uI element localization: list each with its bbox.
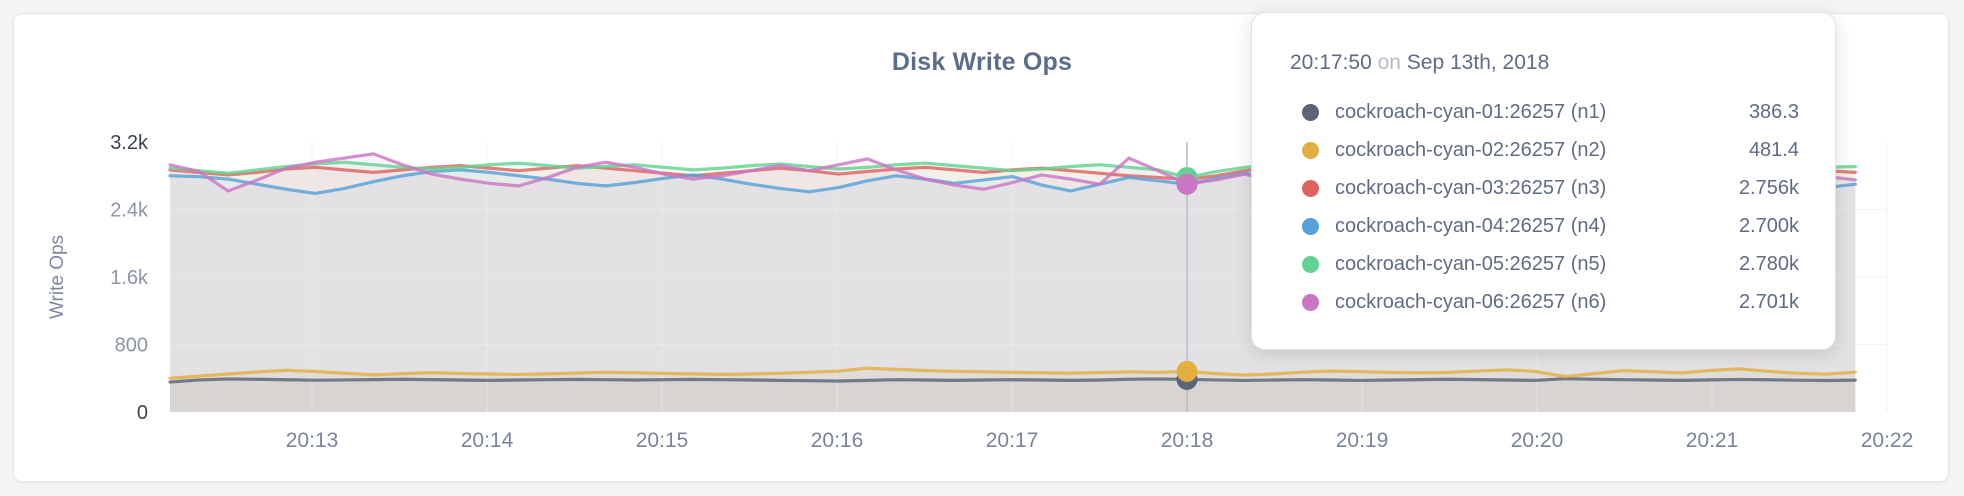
x-tick-label: 20:18 xyxy=(1161,429,1214,452)
x-tick-label: 20:17 xyxy=(986,429,1039,452)
y-tick-label: 1.6k xyxy=(110,267,149,289)
series-line xyxy=(168,377,1857,384)
series-value: 481.4 xyxy=(1748,138,1799,161)
series-color-dot-icon xyxy=(1302,141,1319,159)
series-label: cockroach-cyan-01:26257 (n1) xyxy=(1335,100,1607,123)
tooltip-date: Sep 13th, 2018 xyxy=(1406,51,1550,74)
series-color-dot-icon xyxy=(1302,255,1319,273)
chart-tooltip: 20:17:50 on Sep 13th, 2018 cockroach-cya… xyxy=(1251,12,1836,350)
y-tick-label: 3.2k xyxy=(110,132,149,154)
x-tick-label: 20:21 xyxy=(1686,429,1739,452)
chart-title: Disk Write Ops xyxy=(891,48,1073,76)
series-line xyxy=(168,366,1857,380)
tooltip-row: cockroach-cyan-05:26257 (n5) 2.780k xyxy=(1290,245,1799,283)
series-label: cockroach-cyan-06:26257 (n6) xyxy=(1335,290,1607,313)
x-tick-label: 20:20 xyxy=(1511,429,1564,452)
series-value: 2.701k xyxy=(1738,290,1799,313)
tooltip-row: cockroach-cyan-02:26257 (n2) 481.4 xyxy=(1290,131,1799,169)
tooltip-header: 20:17:50 on Sep 13th, 2018 xyxy=(1290,51,1799,75)
series-color-dot-icon xyxy=(1302,103,1319,121)
tooltip-row: cockroach-cyan-04:26257 (n4) 2.700k xyxy=(1290,207,1799,245)
tooltip-row: cockroach-cyan-06:26257 (n6) 2.701k xyxy=(1290,283,1799,321)
x-tick-label: 20:16 xyxy=(811,429,864,452)
series-value: 2.700k xyxy=(1738,214,1799,237)
series-area xyxy=(170,378,1856,412)
series-label: cockroach-cyan-03:26257 (n3) xyxy=(1335,176,1607,199)
y-tick-label: 2.4k xyxy=(110,200,149,222)
series-label: cockroach-cyan-05:26257 (n5) xyxy=(1335,252,1607,275)
x-tick-label: 20:22 xyxy=(1861,429,1914,452)
tooltip-series-list: cockroach-cyan-01:26257 (n1) 386.3 cockroa… xyxy=(1290,93,1799,321)
series-color-dot-icon xyxy=(1302,217,1319,235)
series-value: 386.3 xyxy=(1748,100,1799,123)
x-tick-label: 20:14 xyxy=(461,429,514,452)
hover-dot xyxy=(1176,173,1198,195)
series-color-dot-icon xyxy=(1302,179,1319,197)
tooltip-on-word: on xyxy=(1377,51,1401,74)
hover-dot xyxy=(1176,360,1198,382)
tooltip-row: cockroach-cyan-01:26257 (n1) 386.3 xyxy=(1290,93,1799,131)
y-tick-label: 800 xyxy=(115,335,148,357)
tooltip-time: 20:17:50 xyxy=(1290,51,1372,74)
series-color-dot-icon xyxy=(1302,293,1319,311)
y-tick-label: 0 xyxy=(137,402,148,424)
x-tick-label: 20:13 xyxy=(286,429,339,452)
series-label: cockroach-cyan-04:26257 (n4) xyxy=(1335,214,1607,237)
x-tick-label: 20:15 xyxy=(636,429,689,452)
series-value: 2.756k xyxy=(1738,176,1799,199)
series-value: 2.780k xyxy=(1738,252,1799,275)
series-label: cockroach-cyan-02:26257 (n2) xyxy=(1335,138,1607,161)
x-tick-label: 20:19 xyxy=(1336,429,1389,452)
tooltip-row: cockroach-cyan-03:26257 (n3) 2.756k xyxy=(1290,169,1799,207)
